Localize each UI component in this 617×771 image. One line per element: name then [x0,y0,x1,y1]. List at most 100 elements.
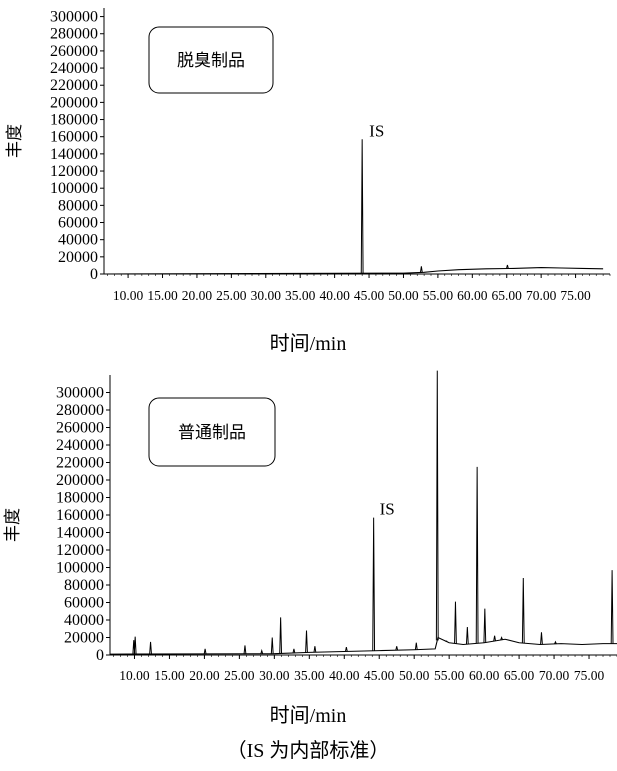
peak [149,641,152,655]
y-tick-label: 200000 [56,472,104,489]
x-tick-label: 45.00 [364,668,395,683]
x-tick-label: 20.00 [182,288,213,303]
y-tick-label: 40000 [58,232,98,249]
internal-standard-label: IS [380,500,395,519]
peak [435,370,439,641]
chromatogram-trace [109,370,617,655]
peak [372,517,376,651]
panel-label-box: 普通制品 [148,397,276,467]
y-tick-label: 100000 [56,560,104,577]
peak [270,637,274,654]
peak [500,636,503,641]
y-tick-label: 20000 [64,630,104,647]
x-axis-tick-labels: 10.00 15.00 20.00 25.00 30.00 35.00 40.00 45.00… [113,288,591,303]
panel-label-border [148,26,274,94]
chart-panel-regular: 0200004000060000800001000001200001400001… [3,370,617,727]
chart-panel-deodorized: 0200004000060000800001000001200001400001… [5,8,611,355]
peak [395,646,399,651]
x-tick-label: 75.00 [560,288,591,303]
x-tick-label: 30.00 [251,288,282,303]
y-tick-label: 160000 [56,507,104,524]
y-tick-label: 240000 [56,437,104,454]
peak [313,646,317,653]
peak [483,608,487,643]
axis-ticks [100,16,611,278]
y-tick-label: 60000 [58,215,98,232]
y-tick-label: 120000 [56,542,104,559]
y-axis-tick-labels: 0200004000060000800001000001200001400001… [56,385,104,665]
peak [260,648,264,654]
y-tick-label: 80000 [58,197,98,214]
y-tick-label: 100000 [50,180,98,197]
peak [292,648,296,654]
x-tick-label: 60.00 [457,288,488,303]
x-tick-label: 65.00 [492,288,523,303]
y-tick-label: 180000 [50,112,98,129]
y-tick-label: 160000 [50,129,98,146]
y-tick-label: 220000 [50,77,98,94]
y-tick-label: 60000 [64,595,104,612]
peak [506,264,509,269]
x-tick-label: 75.00 [574,668,605,683]
panel-frame [103,8,610,275]
x-tick-label: 20.00 [189,668,220,683]
x-tick-label: 35.00 [285,288,316,303]
x-tick-label: 70.00 [526,288,557,303]
peak [243,645,247,654]
y-tick-label: 40000 [64,612,104,629]
peak [305,630,308,653]
x-tick-label: 30.00 [259,668,290,683]
peak [360,139,364,274]
y-tick-label: 20000 [58,249,98,266]
peak [133,636,137,655]
x-axis-tick-labels: 10.00 15.00 20.00 25.00 30.00 35.00 40.00 45.00… [119,668,604,683]
x-tick-label: 15.00 [154,668,185,683]
peak [540,632,543,645]
y-axis-label: 丰度 [5,124,24,158]
x-tick-label: 45.00 [354,288,385,303]
baseline-trace [109,636,617,655]
panel-frame [109,375,617,656]
peak [465,626,469,645]
x-tick-label: 40.00 [319,288,350,303]
x-tick-label: 65.00 [504,668,535,683]
y-tick-label: 0 [96,647,104,664]
y-tick-label: 0 [90,266,98,283]
x-tick-label: 25.00 [224,668,255,683]
peak [554,640,557,645]
peak [414,642,418,650]
peak [475,466,479,644]
y-tick-label: 240000 [50,60,98,77]
peak [344,647,348,652]
x-axis-label: 时间/min [270,332,347,355]
x-axis-label: 时间/min [270,704,347,727]
peak [454,601,457,644]
y-axis-label: 丰度 [3,508,22,542]
panel-label-border [148,397,276,467]
peak [493,635,497,642]
y-tick-label: 140000 [56,525,104,542]
panel-label-box: 脱臭制品 [148,26,274,94]
x-tick-label: 10.00 [113,288,144,303]
y-tick-label: 180000 [56,490,104,507]
y-tick-label: 260000 [50,43,98,60]
x-tick-label: 35.00 [294,668,325,683]
x-tick-label: 50.00 [388,288,419,303]
panel-label: 脱臭制品 [177,51,245,70]
y-tick-label: 140000 [50,146,98,163]
x-tick-label: 10.00 [119,668,150,683]
x-tick-label: 50.00 [399,668,430,683]
peak [610,570,614,644]
y-tick-label: 280000 [56,402,104,419]
x-tick-label: 25.00 [216,288,247,303]
y-tick-label: 120000 [50,163,98,180]
x-tick-label: 55.00 [423,288,454,303]
y-tick-label: 200000 [50,94,98,111]
x-tick-label: 40.00 [329,668,360,683]
y-tick-label: 280000 [50,26,98,43]
x-tick-label: 60.00 [469,668,500,683]
chromatogram-trace [103,139,604,275]
y-tick-label: 260000 [56,420,104,437]
y-axis-tick-labels: 0200004000060000800001000001200001400001… [50,9,98,283]
